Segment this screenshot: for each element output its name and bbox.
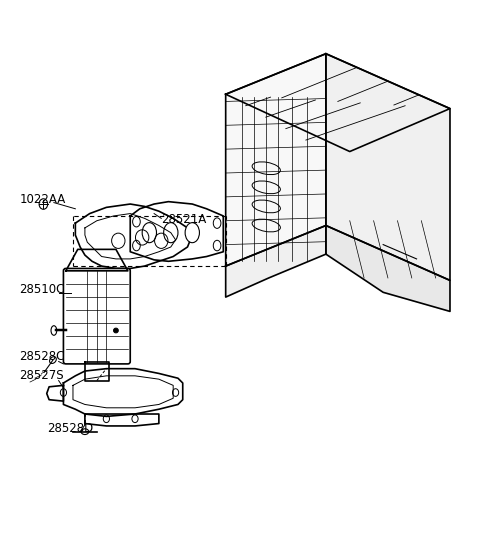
Ellipse shape xyxy=(49,357,56,364)
Ellipse shape xyxy=(81,429,89,435)
Text: 1022AA: 1022AA xyxy=(20,192,66,206)
Polygon shape xyxy=(85,414,159,426)
Polygon shape xyxy=(326,226,450,311)
FancyBboxPatch shape xyxy=(63,269,130,364)
Ellipse shape xyxy=(185,222,199,242)
Polygon shape xyxy=(47,385,63,401)
Text: 28528D: 28528D xyxy=(47,421,93,435)
Polygon shape xyxy=(66,250,128,271)
Text: 28528C: 28528C xyxy=(20,350,65,363)
Polygon shape xyxy=(85,361,109,381)
Text: 28521A: 28521A xyxy=(161,212,206,226)
Ellipse shape xyxy=(142,222,156,242)
Text: 28527S: 28527S xyxy=(20,369,64,382)
Ellipse shape xyxy=(114,328,118,333)
Polygon shape xyxy=(130,202,223,261)
Polygon shape xyxy=(226,54,326,266)
Polygon shape xyxy=(226,226,326,297)
Polygon shape xyxy=(326,54,450,280)
Polygon shape xyxy=(75,204,192,269)
Ellipse shape xyxy=(164,222,178,242)
Text: 28510C: 28510C xyxy=(20,283,65,296)
Polygon shape xyxy=(63,369,183,416)
Polygon shape xyxy=(226,54,450,152)
Ellipse shape xyxy=(39,199,48,209)
